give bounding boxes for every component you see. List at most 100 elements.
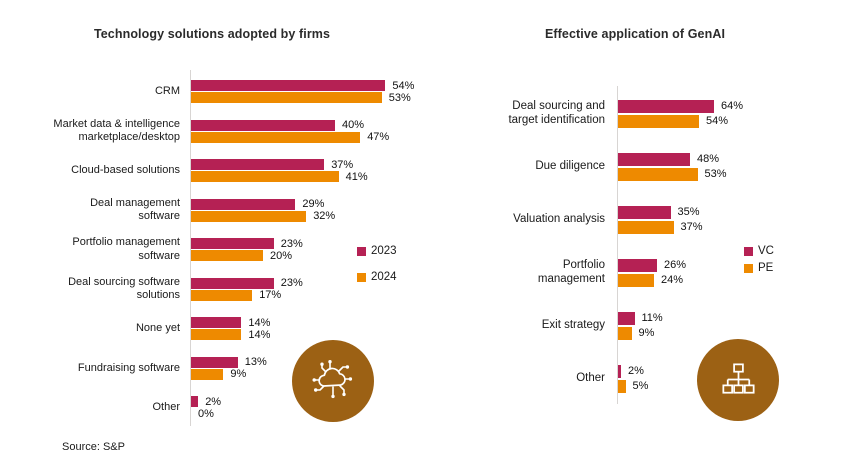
category-label: Other bbox=[576, 371, 605, 384]
bar-line: 53% bbox=[618, 167, 727, 181]
bar-line: 54% bbox=[191, 80, 414, 92]
value-label: 9% bbox=[638, 327, 655, 339]
bar-2023 bbox=[191, 238, 274, 250]
bar-VC bbox=[618, 152, 690, 166]
bar-line: 2% bbox=[191, 395, 222, 408]
bar-line: 14% bbox=[191, 317, 270, 329]
chart-title: Effective application of GenAI bbox=[544, 27, 726, 41]
chart-row: Deal sourcing software solutions 23% 17% bbox=[0, 270, 424, 310]
chart-row: Market data & intelligence marketplace/d… bbox=[0, 112, 424, 152]
legend-item: 2023 bbox=[357, 245, 397, 257]
legend-label: VC bbox=[758, 245, 774, 257]
icon-badge bbox=[292, 340, 374, 422]
legend-label: 2023 bbox=[371, 245, 397, 257]
bar-group: 11% 9% bbox=[618, 311, 663, 340]
bar-line: 2% bbox=[618, 364, 648, 378]
legend-label: 2024 bbox=[371, 271, 397, 283]
bar-group: 2% 0% bbox=[191, 395, 222, 420]
chart-row: Deal management software 29% 32% bbox=[0, 191, 424, 231]
bar-line: 20% bbox=[191, 249, 303, 262]
value-label: 24% bbox=[661, 274, 684, 286]
category-label: Fundraising software bbox=[77, 361, 180, 374]
bar-line: 48% bbox=[618, 152, 727, 166]
value-label: 5% bbox=[632, 380, 649, 392]
bar-2023 bbox=[191, 356, 238, 368]
legend-label: PE bbox=[758, 262, 774, 274]
chart-row: Other 2% 0% bbox=[0, 388, 424, 428]
bar-line: 23% bbox=[191, 277, 303, 289]
category-label: Deal sourcing software solutions bbox=[68, 275, 180, 302]
value-label: 13% bbox=[244, 356, 267, 369]
bar-PE bbox=[618, 114, 699, 128]
bar-2024 bbox=[191, 329, 242, 341]
bar-group: 54% 53% bbox=[191, 80, 414, 104]
bar-VC bbox=[618, 205, 671, 219]
bar-VC bbox=[618, 364, 621, 378]
bar-line: 47% bbox=[191, 131, 389, 143]
bar-line: 35% bbox=[618, 205, 703, 219]
bar-line: 37% bbox=[618, 220, 703, 234]
bar-group: 37% 41% bbox=[191, 158, 368, 183]
value-label: 14% bbox=[248, 328, 271, 341]
value-label: 2% bbox=[628, 365, 644, 377]
value-label: 37% bbox=[331, 158, 354, 171]
category-label: Other bbox=[152, 401, 180, 413]
chart-rows: Deal sourcing and target identification 6… bbox=[423, 87, 847, 405]
bar-group: 64% 54% bbox=[618, 99, 743, 128]
value-label: 41% bbox=[345, 170, 368, 183]
legend: VC PE bbox=[744, 245, 774, 274]
bar-PE bbox=[618, 326, 632, 340]
bar-group: 23% 20% bbox=[191, 238, 303, 262]
bar-PE bbox=[618, 220, 674, 234]
bar-line: 54% bbox=[618, 114, 743, 128]
legend-item: VC bbox=[744, 245, 774, 257]
bar-line: 5% bbox=[618, 379, 649, 393]
bar-group: 35% 37% bbox=[618, 205, 703, 234]
icon-badge bbox=[697, 339, 779, 421]
value-label: 11% bbox=[641, 312, 663, 324]
bar-PE bbox=[618, 273, 654, 287]
legend-swatch bbox=[357, 246, 366, 256]
bar-2023 bbox=[191, 159, 325, 171]
value-label: 40% bbox=[342, 119, 365, 132]
value-label: 37% bbox=[680, 221, 703, 233]
chart-row: Due diligence 48% 53% bbox=[423, 140, 847, 193]
value-label: 32% bbox=[313, 210, 336, 223]
bar-2024 bbox=[191, 171, 339, 183]
cloud-network-icon bbox=[312, 360, 353, 399]
chart-technology-solutions: Technology solutions adopted by firms CR… bbox=[0, 27, 424, 428]
bar-line: 13% bbox=[191, 356, 267, 369]
bar-line: 11% bbox=[618, 311, 663, 325]
category-label: None yet bbox=[135, 322, 180, 334]
legend-swatch bbox=[744, 246, 753, 256]
chart-row: Portfolio management software 23% 20% bbox=[0, 230, 424, 270]
bar-line: 9% bbox=[618, 326, 663, 340]
bar-line: 32% bbox=[191, 210, 336, 223]
legend-item: PE bbox=[744, 262, 774, 274]
bar-group: 29% 32% bbox=[191, 198, 336, 223]
bar-2024 bbox=[191, 250, 263, 262]
chart-genai-application: Effective application of GenAI Deal sour… bbox=[423, 0, 847, 470]
bar-line: 53% bbox=[191, 92, 414, 104]
bar-2024 bbox=[191, 92, 382, 104]
bar-group: 40% 47% bbox=[191, 119, 389, 143]
bar-line: 17% bbox=[191, 289, 303, 302]
bar-line: 0% bbox=[191, 408, 221, 420]
value-label: 54% bbox=[706, 115, 729, 127]
bar-line: 14% bbox=[191, 328, 271, 341]
bar-group: 2% 5% bbox=[618, 364, 649, 393]
bar-group: 13% 9% bbox=[191, 356, 267, 380]
bar-line: 29% bbox=[191, 198, 335, 210]
value-label: 48% bbox=[697, 153, 720, 165]
bar-VC bbox=[618, 311, 635, 325]
value-label: 20% bbox=[270, 249, 293, 262]
value-label: 2% bbox=[205, 395, 222, 408]
chart-row: Other 2% 5% bbox=[423, 352, 847, 405]
value-label: 17% bbox=[259, 289, 282, 302]
legend-item: 2024 bbox=[357, 271, 397, 283]
bar-PE bbox=[618, 379, 626, 393]
bar-line: 37% bbox=[191, 158, 368, 171]
bar-2023 bbox=[191, 198, 296, 210]
legend-swatch bbox=[744, 263, 753, 273]
bar-2024 bbox=[191, 210, 307, 222]
